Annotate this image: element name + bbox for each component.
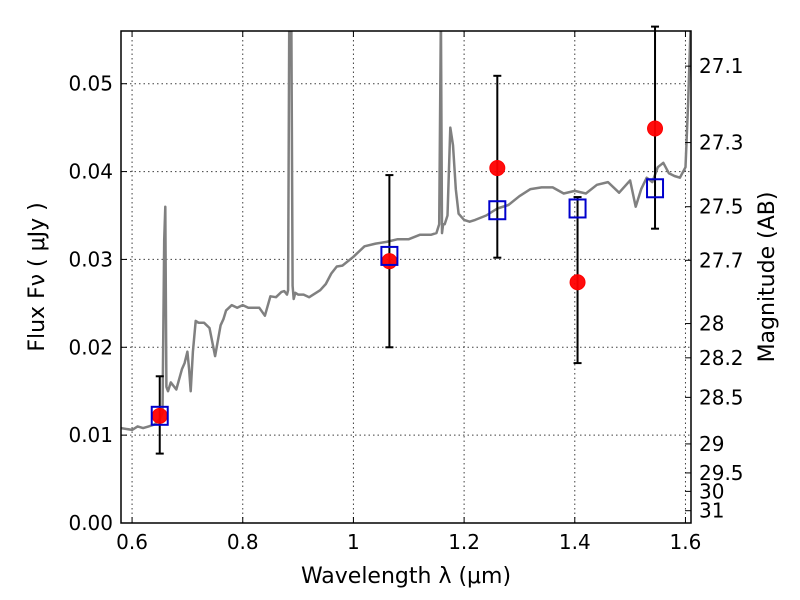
right-tick-label: 29.5 bbox=[699, 461, 744, 485]
plot-area bbox=[121, 31, 691, 432]
data-point-circle bbox=[569, 274, 586, 291]
y-axis-left: 0.00 0.01 0.02 0.03 0.04 0.05 bbox=[68, 72, 127, 535]
model-point-square bbox=[150, 405, 169, 426]
right-tick-label: 27.7 bbox=[699, 248, 744, 272]
x-tick-label: 0.6 bbox=[116, 530, 148, 554]
x-tick-label: 1 bbox=[347, 530, 360, 554]
model-point-square bbox=[568, 198, 587, 219]
plot-frame bbox=[120, 30, 692, 524]
series-group bbox=[121, 31, 691, 432]
right-tick-label: 31 bbox=[699, 499, 724, 523]
right-tick-label: 29 bbox=[699, 432, 724, 456]
data-point-circle bbox=[381, 253, 398, 270]
x-axis-label: Wavelength λ (μm) bbox=[301, 564, 511, 589]
spectrum-line bbox=[121, 31, 691, 432]
x-tick-label: 0.8 bbox=[227, 530, 259, 554]
right-tick-label: 27.3 bbox=[699, 131, 744, 155]
y-tick-label: 0.01 bbox=[68, 423, 113, 447]
data-point-circle bbox=[151, 407, 168, 424]
y-tick-label: 0.02 bbox=[68, 335, 113, 359]
data-point-circle bbox=[647, 120, 664, 137]
model-point-square bbox=[646, 178, 665, 199]
y-tick-label: 0.05 bbox=[68, 72, 113, 96]
model-point-square bbox=[380, 245, 399, 266]
y-tick-label: 0.04 bbox=[68, 160, 113, 184]
right-tick-label: 28.2 bbox=[699, 346, 744, 370]
x-axis: 0.6 0.8 1 1.2 1.4 1.6 bbox=[116, 31, 701, 554]
right-tick-label: 27.5 bbox=[699, 195, 744, 219]
model-point-square bbox=[488, 200, 507, 221]
data-point-circle bbox=[489, 160, 506, 177]
y-axis-label: Flux Fν ( μJy ) bbox=[25, 202, 50, 351]
y-axis-right-label: Magnitude (AB) bbox=[755, 192, 780, 363]
markers bbox=[150, 120, 665, 426]
x-tick-label: 1.6 bbox=[670, 530, 702, 554]
y-tick-label: 0.03 bbox=[68, 247, 113, 271]
x-tick-label: 1.4 bbox=[559, 530, 591, 554]
right-tick-label: 28 bbox=[699, 312, 724, 336]
right-tick-label: 30 bbox=[699, 479, 724, 503]
y-tick-label: 0.00 bbox=[68, 511, 113, 535]
grid bbox=[121, 31, 691, 524]
right-tick-label: 28.5 bbox=[699, 385, 744, 409]
right-tick-label: 27.1 bbox=[699, 54, 744, 78]
x-tick-label: 1.2 bbox=[448, 530, 480, 554]
